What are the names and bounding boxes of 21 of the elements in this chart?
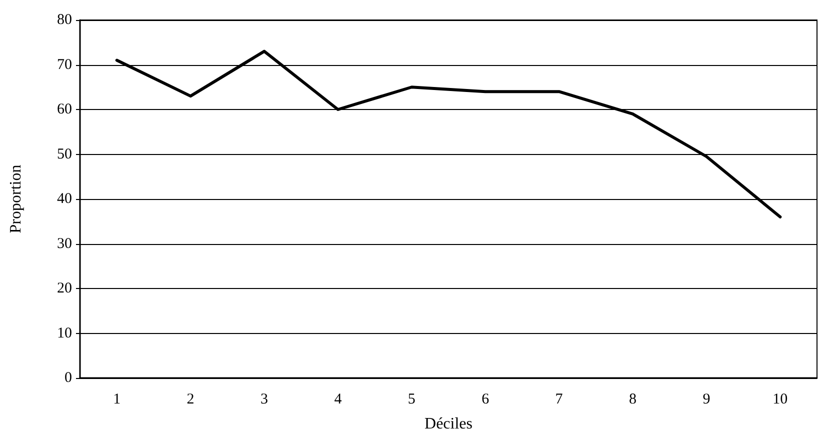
y-tick-label: 50 — [57, 146, 72, 162]
y-tick-label: 80 — [57, 12, 72, 28]
y-tick-label: 30 — [57, 236, 72, 252]
x-tick-label: 3 — [260, 392, 268, 408]
x-tick-label: 5 — [408, 392, 416, 408]
y-tick-label: 60 — [57, 102, 72, 118]
y-tick-label: 40 — [57, 191, 72, 207]
y-axis-title: Proportion — [8, 164, 24, 234]
y-tick-label: 20 — [57, 280, 72, 296]
x-tick-label: 4 — [334, 392, 342, 408]
x-tick-label: 1 — [113, 392, 121, 408]
x-tick-label: 10 — [772, 392, 788, 408]
x-tick-label: 6 — [482, 392, 490, 408]
x-tick-label: 2 — [186, 392, 194, 408]
y-tick-label: 10 — [57, 325, 72, 342]
y-tick-label: 70 — [57, 56, 72, 73]
x-tick-label: 7 — [555, 392, 564, 408]
x-axis-title: Déciles — [424, 416, 472, 432]
x-tick-label: 9 — [702, 392, 710, 408]
y-tick-label: 0 — [64, 370, 72, 386]
x-tick-label: 8 — [629, 392, 636, 408]
